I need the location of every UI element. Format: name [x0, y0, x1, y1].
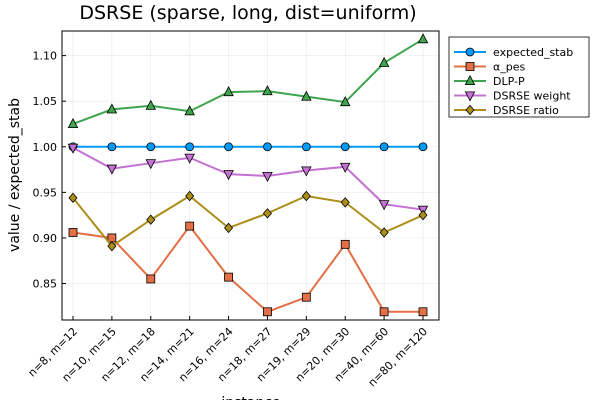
legend-marker	[465, 104, 475, 116]
legend-item: α_pes	[454, 61, 526, 74]
series-expected_stab	[68, 142, 428, 152]
y-axis-label: value / expected_stab	[7, 98, 23, 252]
legend-item: expected_stab	[454, 46, 573, 59]
data-point	[145, 99, 157, 110]
data-point	[185, 190, 195, 202]
data-point	[379, 307, 389, 317]
data-point	[301, 190, 311, 202]
data-point	[146, 142, 156, 152]
data-point	[107, 233, 117, 243]
data-point	[418, 142, 428, 152]
data-point	[223, 86, 234, 97]
data-point	[262, 171, 273, 183]
data-point	[67, 143, 79, 154]
chart-title: DSRSE (sparse, long, dist=uniform)	[79, 2, 416, 24]
data-point	[379, 227, 389, 238]
series-line	[72, 146, 424, 211]
data-point	[301, 90, 312, 101]
legend-label: DSRSE weight	[493, 90, 571, 103]
legend-label: expected_stab	[493, 46, 573, 59]
data-point	[339, 96, 351, 107]
data-point	[340, 142, 350, 152]
data-point	[185, 221, 195, 231]
series-line	[72, 224, 423, 313]
data-point	[301, 142, 311, 152]
legend-marker	[465, 62, 475, 71]
data-point	[185, 142, 195, 152]
legend-item: DSRSE ratio	[454, 104, 559, 117]
legend-marker	[464, 74, 476, 85]
legend-label: α_pes	[493, 61, 526, 74]
data-point	[418, 209, 428, 221]
data-point	[263, 307, 272, 317]
series-line	[72, 38, 424, 125]
data-point	[184, 105, 195, 116]
data-point	[224, 142, 233, 152]
data-point	[184, 153, 195, 164]
legend-marker	[464, 91, 476, 102]
data-point	[67, 117, 79, 128]
data-point	[418, 307, 428, 317]
y-tick-label: 0.95	[33, 186, 58, 199]
data-point	[378, 56, 390, 67]
plot-frame	[61, 30, 440, 321]
y-axis-ticks: 0.85 0.90 0.95 1.00 1.05 1.10	[33, 50, 66, 291]
data-point	[224, 272, 233, 282]
legend-label: DLP-P	[493, 75, 525, 88]
x-axis-label: instance	[221, 395, 280, 400]
data-point	[262, 85, 273, 96]
y-tick-label: 1.05	[33, 95, 58, 108]
series-layer	[67, 33, 429, 317]
y-tick-label: 0.90	[33, 232, 58, 245]
x-axis-ticks: n=8, m=12n=10, m=15n=12, m=18n=14, m=21n…	[26, 316, 430, 389]
series-α_pes	[68, 221, 428, 317]
data-point	[146, 214, 156, 225]
series-DLP-P	[67, 33, 429, 128]
data-point	[224, 222, 234, 234]
data-point	[145, 159, 157, 170]
data-point	[106, 164, 118, 175]
data-point	[107, 240, 117, 252]
data-point	[417, 33, 429, 44]
legend-label: DSRSE ratio	[493, 104, 559, 117]
legend-item: DSRSE weight	[454, 90, 571, 103]
data-point	[107, 142, 117, 152]
data-point	[146, 274, 156, 284]
data-point	[340, 197, 350, 208]
data-point	[378, 200, 390, 211]
y-tick-label: 1.00	[33, 141, 58, 154]
data-point	[106, 103, 118, 114]
data-point	[68, 228, 78, 237]
data-point	[379, 142, 389, 152]
y-tick-label: 0.85	[33, 278, 58, 291]
series-DSRSE-ratio	[68, 190, 428, 252]
data-point	[339, 162, 351, 173]
data-point	[301, 292, 311, 302]
series-line	[72, 194, 424, 248]
data-point	[68, 192, 78, 204]
data-point	[340, 239, 350, 249]
y-tick-label: 1.10	[33, 50, 58, 63]
data-point	[223, 170, 234, 181]
series-DSRSE-weight	[67, 143, 429, 216]
data-point	[263, 142, 272, 152]
legend-marker	[465, 47, 475, 57]
data-point	[262, 208, 272, 219]
data-point	[301, 166, 312, 177]
legend-item: DLP-P	[454, 74, 525, 88]
